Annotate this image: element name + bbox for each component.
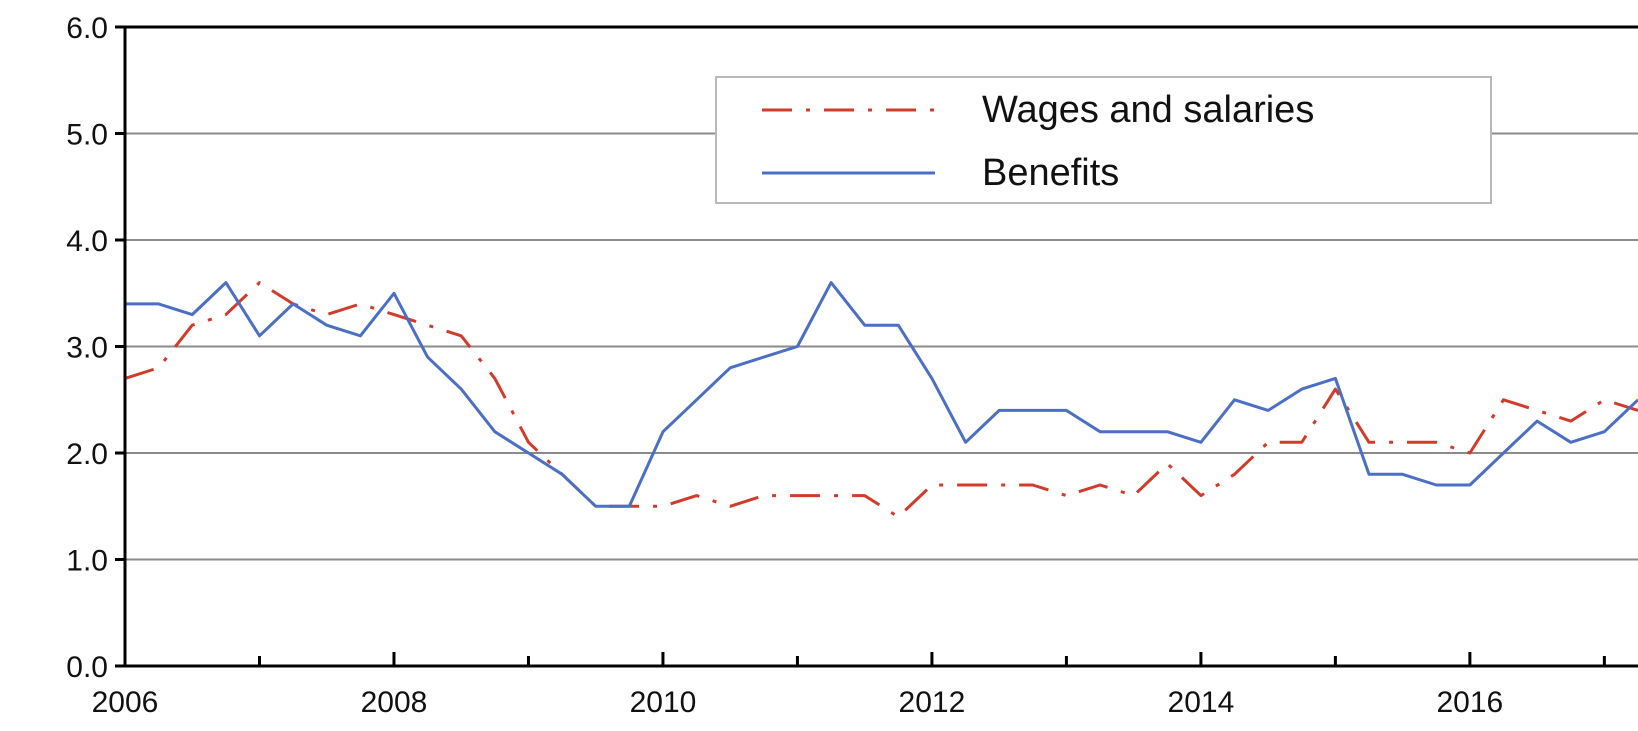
x-tick-label: 2014: [1168, 686, 1235, 719]
series-line-benefits: [125, 281, 1638, 508]
y-tick-label: 1.0: [66, 545, 108, 578]
legend: Wages and salaries Benefits: [715, 76, 1492, 204]
axes: [115, 25, 1638, 668]
y-tick-label: 4.0: [66, 225, 108, 258]
y-tick-label: 2.0: [66, 438, 108, 471]
y-tick-labels: 0.0 1.0 2.0 3.0 4.0 5.0 6.0: [66, 12, 108, 684]
x-tick-label: 2010: [630, 686, 697, 719]
x-tick-label: 2006: [92, 686, 159, 719]
x-tick-labels: 2006 2008 2010 2012 2014 2016: [92, 686, 1504, 719]
y-tick-label: 6.0: [66, 12, 108, 45]
y-tick-label: 0.0: [66, 651, 108, 684]
x-tick-label: 2008: [361, 686, 428, 719]
legend-label-wages: Wages and salaries: [982, 89, 1314, 131]
y-tick-label: 3.0: [66, 332, 108, 365]
legend-box: [715, 76, 1492, 204]
x-tick-label: 2016: [1437, 686, 1504, 719]
y-tick-label: 5.0: [66, 119, 108, 152]
legend-label-benefits: Benefits: [982, 152, 1119, 194]
series-lines: [124, 281, 1638, 519]
series-line-wages-and-salaries: [124, 281, 1638, 519]
x-tick-label: 2012: [899, 686, 966, 719]
